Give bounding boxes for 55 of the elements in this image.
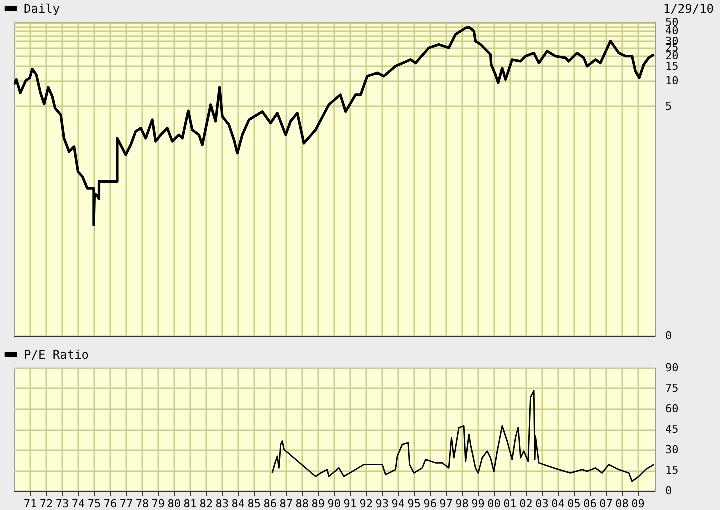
y-tick-label: 45 xyxy=(666,423,679,436)
x-tick-label: 75 xyxy=(88,498,102,510)
line-series xyxy=(272,390,655,482)
x-tick-label: 85 xyxy=(248,498,262,510)
x-tick-label: 81 xyxy=(184,498,198,510)
x-tick-label: 07 xyxy=(600,498,613,510)
x-tick-label: 94 xyxy=(392,498,406,510)
y-tick-label: 0 xyxy=(666,484,672,498)
x-tick-label: 03 xyxy=(536,498,549,510)
x-tick-label: 95 xyxy=(408,498,421,510)
y-tick-label: 60 xyxy=(666,402,679,416)
x-tick-label: 99 xyxy=(472,498,485,510)
legend-label: Daily xyxy=(24,2,60,16)
x-tick-label: 92 xyxy=(360,498,373,510)
y-tick-label: 15 xyxy=(666,60,679,73)
x-tick-label: 05 xyxy=(568,498,581,510)
x-tick-label: 93 xyxy=(376,498,389,510)
x-tick-label: 00 xyxy=(488,498,501,510)
x-tick-label: 91 xyxy=(344,498,357,510)
x-tick-label: 04 xyxy=(552,498,566,510)
legend-label: P/E Ratio xyxy=(24,348,90,362)
y-tick-label: 90 xyxy=(666,362,679,374)
x-tick-label: 90 xyxy=(328,498,341,510)
x-tick-label: 79 xyxy=(152,498,166,510)
x-tick-label: 73 xyxy=(56,498,70,510)
x-tick-label: 86 xyxy=(264,498,278,510)
x-tick-label: 89 xyxy=(312,498,325,510)
x-tick-label: 09 xyxy=(632,498,645,510)
y-tick-label: 15 xyxy=(666,464,679,477)
x-tick-label: 72 xyxy=(40,498,54,510)
y-tick-label: 10 xyxy=(666,74,679,88)
x-tick-label: 77 xyxy=(120,498,134,510)
text: 1/29/10 xyxy=(663,2,714,16)
x-tick-label: 71 xyxy=(24,498,38,510)
x-tick-label: 88 xyxy=(296,498,309,510)
x-tick-label: 87 xyxy=(280,498,294,510)
x-tick-label: 08 xyxy=(616,498,629,510)
x-tick-label: 96 xyxy=(424,498,437,510)
x-tick-label: 97 xyxy=(440,498,453,510)
y-tick-label: 75 xyxy=(666,382,679,395)
y-tick-label: 0 xyxy=(666,330,672,342)
x-tick-label: 80 xyxy=(168,498,182,510)
x-tick-label: 82 xyxy=(200,498,214,510)
x-tick-label: 74 xyxy=(72,498,86,510)
x-tick-label: 06 xyxy=(584,498,597,510)
line-series xyxy=(14,26,655,226)
x-tick-label: 76 xyxy=(104,498,118,510)
x-tick-label: 01 xyxy=(504,498,517,510)
x-tick-label: 98 xyxy=(456,498,469,510)
x-tick-label: 83 xyxy=(216,498,230,510)
y-tick-label: 5 xyxy=(666,100,672,113)
x-tick-label: 84 xyxy=(232,498,246,510)
x-tick-label: 02 xyxy=(520,498,533,510)
x-tick-label: 78 xyxy=(136,498,150,510)
y-tick-label: 30 xyxy=(666,444,679,456)
